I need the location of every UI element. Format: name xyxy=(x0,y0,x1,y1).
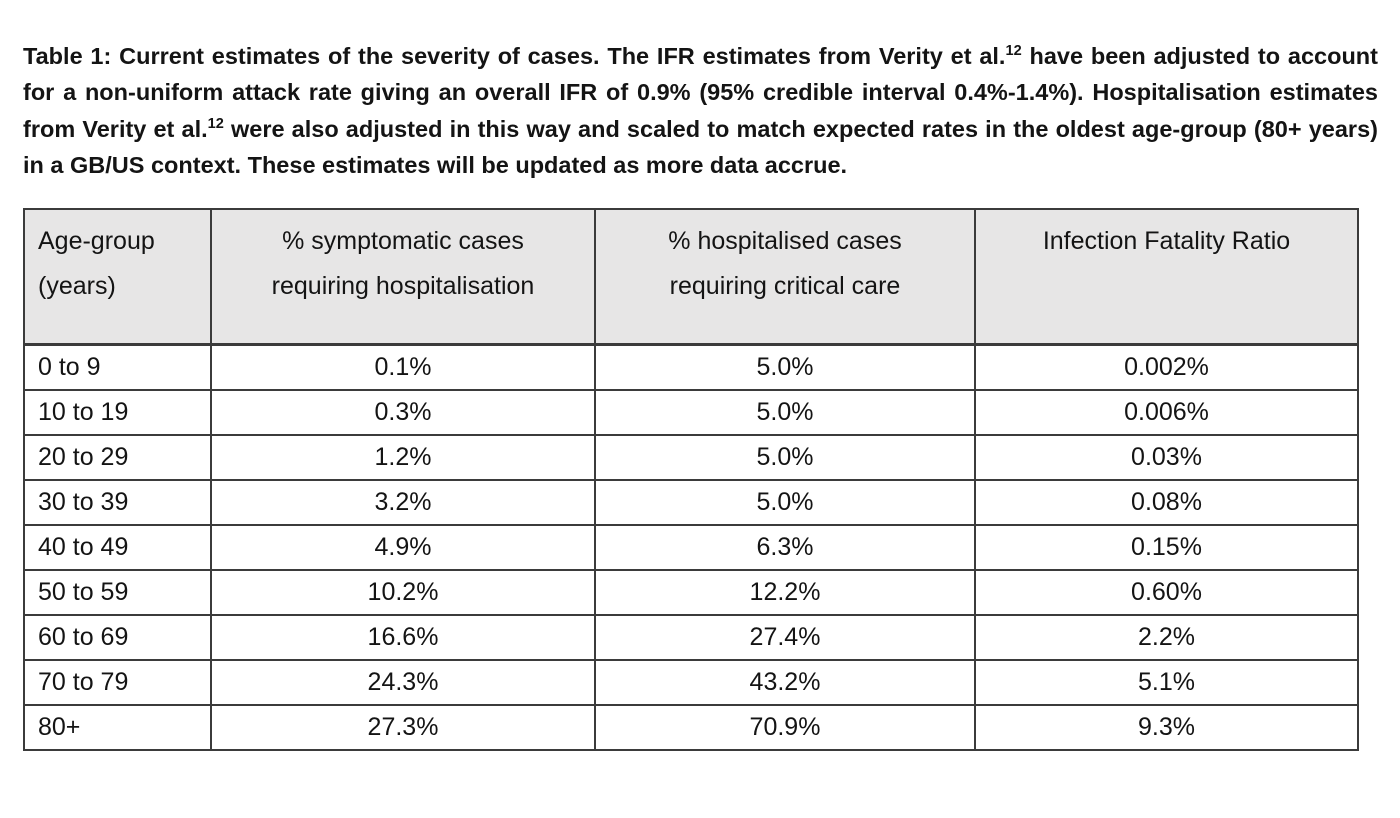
caption-text-segment: have been adjusted to account for a non-… xyxy=(23,42,1378,142)
age-group-cell: 30 to 39 xyxy=(23,478,212,526)
value-cell: 0.60% xyxy=(974,568,1359,616)
value-cell: 1.2% xyxy=(210,433,596,481)
table-row: 20 to 29 1.2% 5.0% 0.03% xyxy=(23,433,1359,481)
column-header-line: (years) xyxy=(38,271,116,300)
column-header-line: requiring critical care xyxy=(669,271,901,300)
column-header-line: Infection Fatality Ratio xyxy=(1042,226,1291,255)
table-row: 30 to 39 3.2% 5.0% 0.08% xyxy=(23,478,1359,526)
value-cell: 3.2% xyxy=(210,478,596,526)
age-group-cell: 0 to 9 xyxy=(23,343,212,391)
value-cell: 5.0% xyxy=(594,343,976,391)
column-header-3: Infection Fatality Ratio xyxy=(974,207,1359,346)
value-cell: 5.0% xyxy=(594,478,976,526)
table-row: 10 to 19 0.3% 5.0% 0.006% xyxy=(23,388,1359,436)
value-cell: 0.3% xyxy=(210,388,596,436)
value-cell: 27.3% xyxy=(210,703,596,751)
age-group-cell: 50 to 59 xyxy=(23,568,212,616)
value-cell: 5.0% xyxy=(594,433,976,481)
value-cell: 0.002% xyxy=(974,343,1359,391)
value-cell: 0.006% xyxy=(974,388,1359,436)
caption-reference-superscript: 12 xyxy=(1005,42,1022,59)
value-cell: 0.15% xyxy=(974,523,1359,571)
table-row: 60 to 69 16.6% 27.4% 2.2% xyxy=(23,613,1359,661)
caption-reference-superscript: 12 xyxy=(207,115,224,132)
value-cell: 0.1% xyxy=(210,343,596,391)
age-group-cell: 80+ xyxy=(23,703,212,751)
caption-text-segment: Table 1: Current estimates of the severi… xyxy=(23,42,1006,69)
column-header-line: % symptomatic cases xyxy=(282,226,524,255)
value-cell: 0.03% xyxy=(974,433,1359,481)
column-header-1: % symptomatic cases requiring hospitalisa… xyxy=(210,207,596,346)
table-row: 80+ 27.3% 70.9% 9.3% xyxy=(23,703,1359,751)
value-cell: 5.0% xyxy=(594,388,976,436)
table-row: 40 to 49 4.9% 6.3% 0.15% xyxy=(23,523,1359,571)
age-group-cell: 70 to 79 xyxy=(23,658,212,706)
age-group-cell: 10 to 19 xyxy=(23,388,212,436)
age-group-cell: 40 to 49 xyxy=(23,523,212,571)
value-cell: 4.9% xyxy=(210,523,596,571)
column-header-line: requiring hospitalisation xyxy=(271,271,535,300)
caption-text-segment: were also adjusted in this way and scale… xyxy=(23,115,1378,179)
value-cell: 9.3% xyxy=(974,703,1359,751)
value-cell: 2.2% xyxy=(974,613,1359,661)
value-cell: 16.6% xyxy=(210,613,596,661)
value-cell: 0.08% xyxy=(974,478,1359,526)
column-header-2: % hospitalised cases requiring critical c… xyxy=(594,207,976,346)
column-header-line: % hospitalised cases xyxy=(668,226,902,255)
value-cell: 24.3% xyxy=(210,658,596,706)
severity-estimates-table: Age-group (years) % symptomatic cases requi… xyxy=(23,207,1359,751)
age-group-cell: 20 to 29 xyxy=(23,433,212,481)
table-row: 70 to 79 24.3% 43.2% 5.1% xyxy=(23,658,1359,706)
column-header-line: Age-group xyxy=(38,226,155,255)
table-row: 0 to 9 0.1% 5.0% 0.002% xyxy=(23,343,1359,391)
table-row: 50 to 59 10.2% 12.2% 0.60% xyxy=(23,568,1359,616)
value-cell: 10.2% xyxy=(210,568,596,616)
table-header-row: Age-group (years) % symptomatic cases requi… xyxy=(23,207,1359,346)
column-header-0: Age-group (years) xyxy=(23,207,212,346)
value-cell: 70.9% xyxy=(594,703,976,751)
age-group-cell: 60 to 69 xyxy=(23,613,212,661)
value-cell: 12.2% xyxy=(594,568,976,616)
table-caption: Table 1: Current estimates of the severi… xyxy=(23,38,1378,184)
value-cell: 5.1% xyxy=(974,658,1359,706)
value-cell: 43.2% xyxy=(594,658,976,706)
value-cell: 6.3% xyxy=(594,523,976,571)
value-cell: 27.4% xyxy=(594,613,976,661)
